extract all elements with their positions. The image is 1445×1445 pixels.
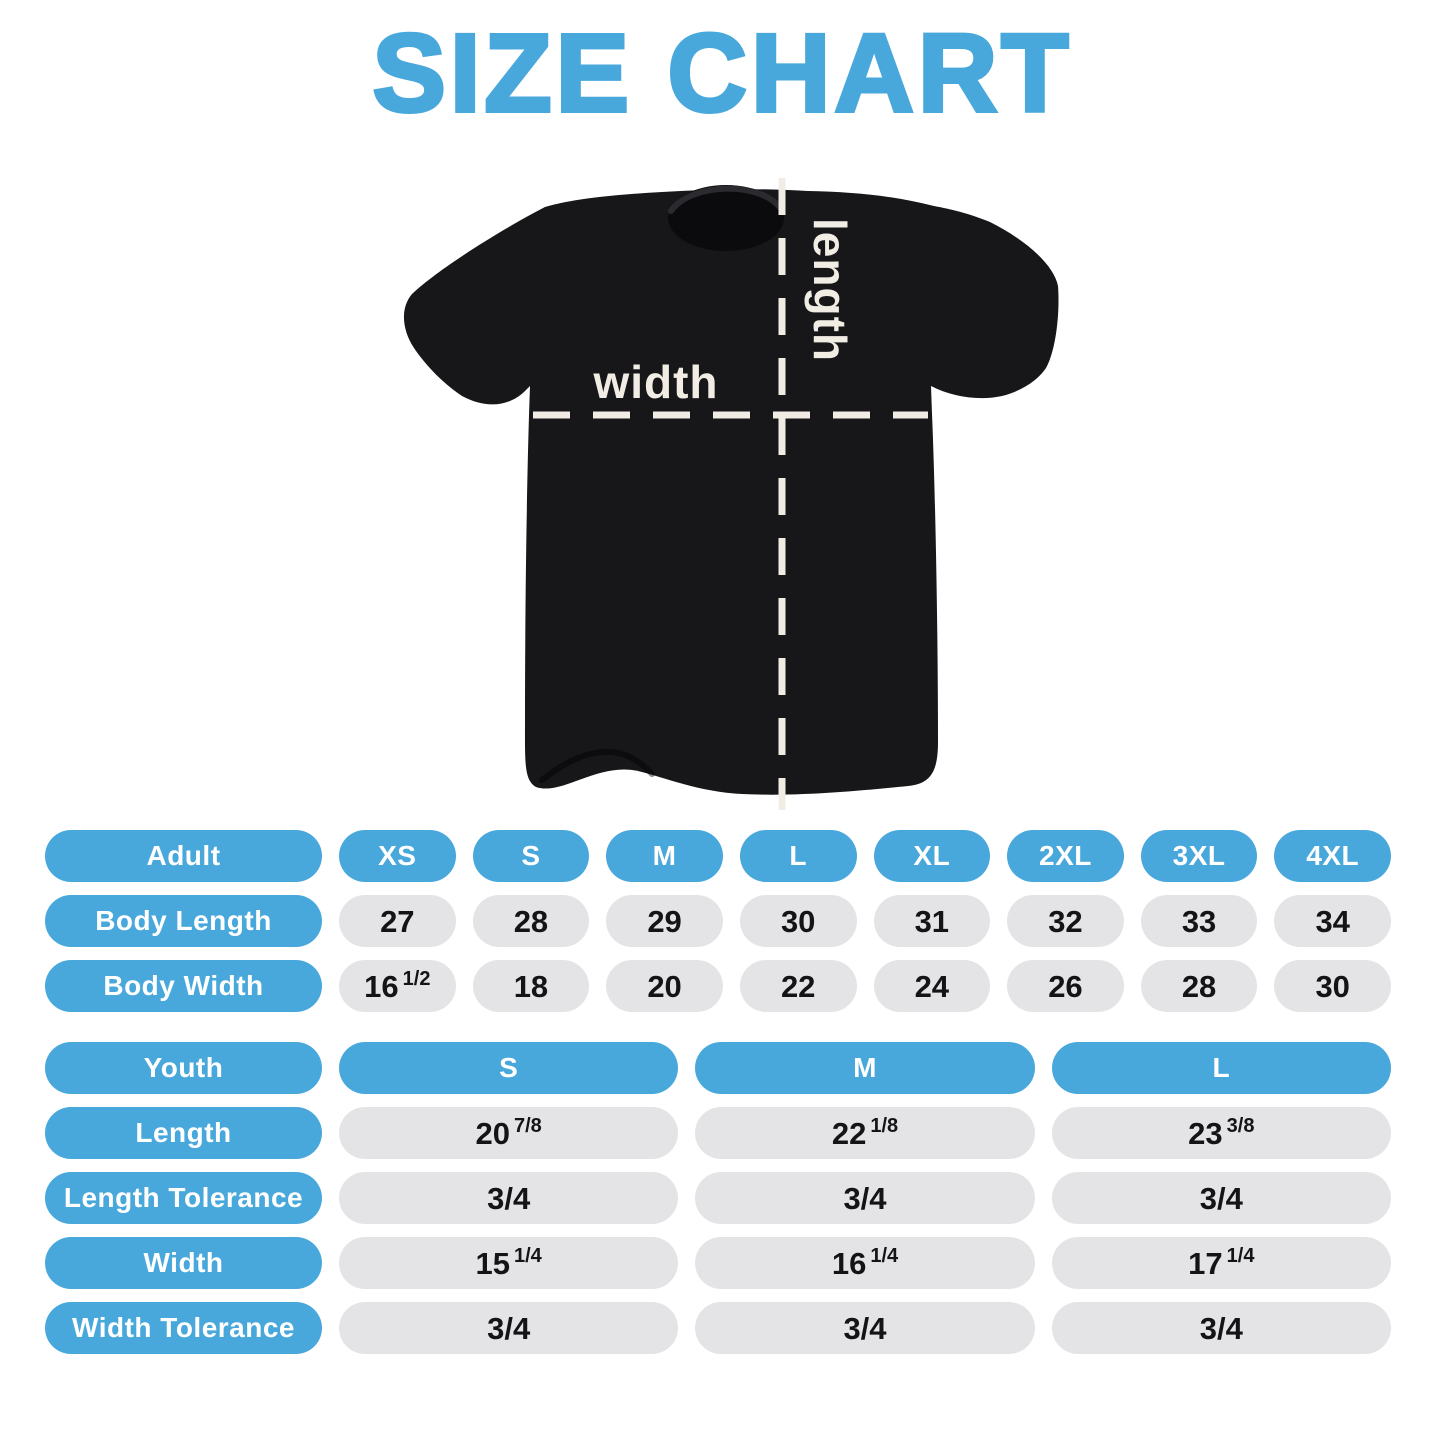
column-header-m: M: [695, 1042, 1035, 1094]
row-header-width: Width: [45, 1237, 322, 1289]
value-fraction: 1/2: [402, 968, 431, 990]
value-cell: 3/4: [339, 1172, 679, 1224]
youth-size-table: Youth S M L Length 20 7/8 22 1/8 23 3/8 Length Tole…: [45, 1042, 1391, 1354]
value-whole: 16: [831, 1245, 867, 1281]
value-fraction: 1/4: [1226, 1245, 1255, 1267]
adult-size-table: Adult XS S M L XL 2XL 3XL 4XL Body Length 27 28 29 30…: [45, 830, 1391, 1012]
value-fraction: 7/8: [514, 1115, 542, 1137]
value-cell: 28: [1140, 960, 1258, 1012]
value-cell: 27: [339, 895, 456, 947]
value-cell: 23 3/8: [1051, 1107, 1391, 1159]
value-cell: 20 7/8: [339, 1107, 679, 1159]
value-fraction: 1/4: [514, 1245, 542, 1267]
value-cell: 20: [606, 960, 723, 1012]
value-fraction: 3/8: [1226, 1115, 1255, 1137]
row-header-length: Length: [45, 1107, 322, 1159]
column-header-3xl: 3XL: [1140, 830, 1258, 882]
value-whole: 23: [1188, 1115, 1223, 1151]
value-whole: 22: [831, 1115, 867, 1151]
row-header-body-width: Body Width: [45, 960, 322, 1012]
value-cell: 22 1/8: [695, 1107, 1035, 1159]
value-cell: 3/4: [695, 1172, 1035, 1224]
value-cell: 17 1/4: [1051, 1237, 1391, 1289]
value-cell: 16 1/2: [339, 960, 456, 1012]
width-label: width: [592, 356, 718, 408]
tshirt-measurement-diagram: width length: [390, 168, 1080, 818]
value-cell: 30: [739, 895, 857, 947]
value-fraction: 1/4: [870, 1245, 899, 1267]
value-whole: 16: [364, 968, 399, 1004]
column-header-s: S: [339, 1042, 679, 1094]
row-header-length-tolerance: Length Tolerance: [45, 1172, 322, 1224]
value-whole: 20: [475, 1115, 510, 1151]
page-title: SIZE CHART: [371, 10, 1073, 137]
value-cell: 26: [1007, 960, 1124, 1012]
tshirt-silhouette: [403, 189, 1059, 795]
value-cell: 16 1/4: [695, 1237, 1035, 1289]
column-header-m: M: [606, 830, 723, 882]
column-header-xs: XS: [339, 830, 456, 882]
value-cell: 3/4: [1051, 1172, 1391, 1224]
value-cell: 22: [739, 960, 857, 1012]
row-header-body-length: Body Length: [45, 895, 322, 947]
value-cell: 30: [1274, 960, 1391, 1012]
column-header-2xl: 2XL: [1007, 830, 1124, 882]
row-header-width-tolerance: Width Tolerance: [45, 1302, 322, 1354]
column-header-l: L: [739, 830, 857, 882]
collar-band-seam: [668, 185, 784, 214]
length-label: length: [804, 218, 856, 362]
value-cell: 24: [873, 960, 991, 1012]
value-cell: 34: [1274, 895, 1391, 947]
value-cell: 18: [472, 960, 590, 1012]
column-header-4xl: 4XL: [1274, 830, 1391, 882]
value-whole: 17: [1188, 1245, 1223, 1281]
value-cell: 3/4: [1051, 1302, 1391, 1354]
value-cell: 29: [606, 895, 723, 947]
table-corner-youth: Youth: [45, 1042, 322, 1094]
value-cell: 15 1/4: [339, 1237, 679, 1289]
tshirt-illustration: width length: [403, 178, 1059, 810]
collar-opening: [668, 185, 784, 251]
value-cell: 31: [873, 895, 991, 947]
table-corner-adult: Adult: [45, 830, 322, 882]
value-whole: 15: [475, 1245, 510, 1281]
value-cell: 33: [1140, 895, 1258, 947]
value-cell: 3/4: [695, 1302, 1035, 1354]
hem-fold-shadow: [539, 748, 655, 783]
value-cell: 28: [472, 895, 590, 947]
column-header-xl: XL: [873, 830, 991, 882]
column-header-l: L: [1051, 1042, 1391, 1094]
column-header-s: S: [472, 830, 590, 882]
value-fraction: 1/8: [870, 1115, 899, 1137]
value-cell: 32: [1007, 895, 1124, 947]
value-cell: 3/4: [339, 1302, 679, 1354]
